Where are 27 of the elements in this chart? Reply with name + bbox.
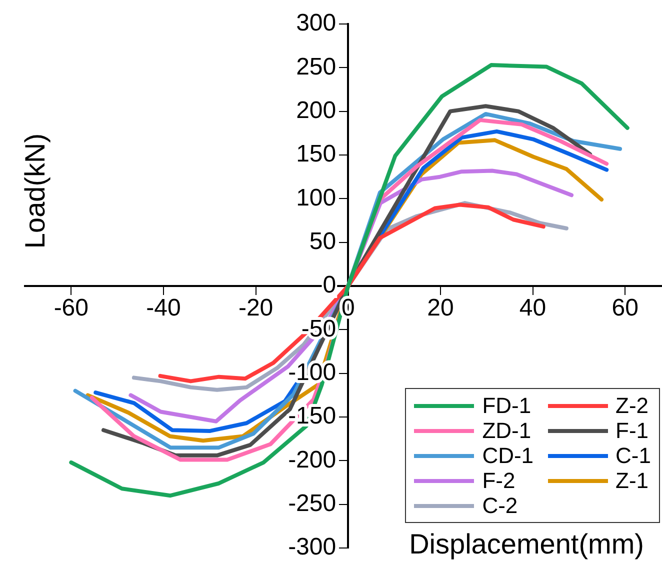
y-tick-label: 150 <box>296 140 336 168</box>
y-tick-label: -300 <box>288 534 336 561</box>
legend-label: F-2 <box>482 468 516 493</box>
legend-label: C-1 <box>616 443 651 468</box>
legend-label: Z-1 <box>616 468 649 493</box>
x-tick-label: 20 <box>427 294 454 322</box>
legend-label: F-1 <box>616 418 649 443</box>
x-tick-label: 60 <box>612 294 638 322</box>
legend-label: ZD-1 <box>482 418 532 443</box>
x-axis-title: Displacement(mm) <box>409 528 644 560</box>
y-tick-label: 0 <box>322 272 336 299</box>
legend-label: CD-1 <box>482 443 534 468</box>
y-tick-label: 100 <box>296 184 336 212</box>
y-tick-label: 200 <box>296 96 336 124</box>
legend-label: Z-2 <box>616 393 649 418</box>
x-tick-label: -60 <box>54 294 89 322</box>
y-tick-label: 50 <box>309 228 336 255</box>
x-tick-label: -20 <box>238 294 274 322</box>
y-tick-label: 300 <box>296 10 336 37</box>
x-tick-label: 40 <box>519 294 546 322</box>
y-tick-label: 250 <box>296 53 336 80</box>
y-axis-title: Load(kN) <box>20 133 51 249</box>
y-tick-label: -250 <box>288 490 336 517</box>
y-tick-label: -200 <box>288 446 336 474</box>
legend-label: FD-1 <box>482 393 532 418</box>
legend-label: C-2 <box>482 493 518 518</box>
x-tick-label: -40 <box>146 294 181 322</box>
